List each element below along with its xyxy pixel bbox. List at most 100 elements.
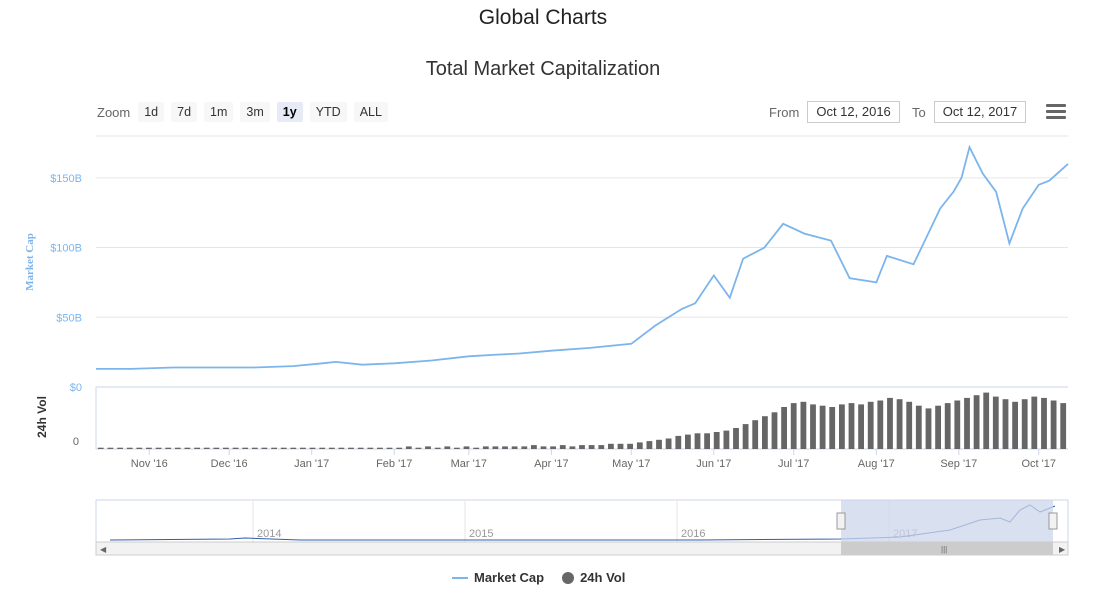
volume-bar bbox=[367, 447, 374, 449]
volume-bar bbox=[733, 428, 739, 449]
navigator-handle-right bbox=[1048, 512, 1058, 530]
volume-bar bbox=[559, 445, 566, 449]
volume-bar bbox=[540, 446, 547, 449]
volume-bar bbox=[338, 447, 345, 449]
volume-bar bbox=[569, 446, 576, 449]
volume-bar bbox=[454, 447, 460, 449]
scroll-right-icon: ▶ bbox=[1059, 545, 1066, 554]
volume-bar bbox=[819, 405, 826, 449]
volume-bar bbox=[184, 447, 191, 449]
volume-bar bbox=[194, 447, 200, 449]
volume-bar bbox=[309, 447, 316, 449]
x-tick-label: Feb '17 bbox=[376, 458, 412, 470]
x-tick-label: Dec '16 bbox=[211, 458, 248, 470]
scroll-left-icon: ◀ bbox=[100, 545, 107, 554]
volume-bar bbox=[579, 445, 585, 449]
volume-bar bbox=[723, 430, 730, 449]
volume-bar bbox=[887, 397, 893, 449]
zoom-button-7d[interactable]: 7d bbox=[171, 102, 198, 122]
volume-bar bbox=[319, 447, 326, 449]
volume-bar bbox=[463, 446, 470, 449]
volume-bar bbox=[521, 446, 528, 449]
volume-bar bbox=[906, 401, 913, 449]
x-tick-label: Jan '17 bbox=[294, 458, 329, 470]
x-axis-ticks: Nov '16 Dec '16 Jan '17 Feb '17 Mar '17 Apr '… bbox=[131, 449, 1056, 470]
volume-bar bbox=[251, 447, 258, 449]
volume-bar bbox=[165, 447, 172, 449]
volume-bar bbox=[877, 400, 884, 449]
volume-bar bbox=[396, 447, 403, 449]
volume-bar bbox=[665, 438, 672, 449]
navigator-year-label: 2016 bbox=[681, 528, 705, 540]
volume-bar bbox=[685, 434, 691, 449]
volume-bar bbox=[482, 446, 489, 449]
volume-bar bbox=[915, 405, 922, 449]
zoom-button-1m[interactable]: 1m bbox=[204, 102, 234, 122]
volume-bar bbox=[550, 446, 556, 449]
scrollbar-thumb bbox=[841, 542, 1053, 555]
x-tick-label: Apr '17 bbox=[534, 458, 569, 470]
volume-bar bbox=[242, 447, 249, 449]
volume-bar bbox=[502, 446, 508, 449]
volume-bar bbox=[261, 447, 268, 449]
navigator-handle-left bbox=[836, 512, 846, 530]
navigator[interactable]: 2014201520162017 ◀ ▶ ||| bbox=[95, 499, 1069, 556]
volume-bar bbox=[232, 447, 239, 449]
volume-bar bbox=[377, 447, 383, 449]
hamburger-menu-icon[interactable] bbox=[1046, 104, 1066, 120]
volume-bar bbox=[896, 399, 903, 449]
zoom-button-1d[interactable]: 1d bbox=[138, 102, 165, 122]
y-axis-title: Market Cap bbox=[24, 233, 36, 291]
volume-bar bbox=[434, 447, 441, 449]
market-cap-line bbox=[96, 144, 1069, 370]
volume-bar bbox=[271, 447, 277, 449]
volume-bar bbox=[636, 442, 643, 449]
volume-bar bbox=[97, 447, 104, 449]
volume-bar bbox=[675, 435, 682, 449]
volume-bar bbox=[223, 447, 229, 449]
y2-axis-title: 24h Vol bbox=[35, 396, 49, 438]
x-tick-label: Aug '17 bbox=[858, 458, 895, 470]
volume-bar bbox=[588, 445, 595, 449]
volume-bar bbox=[348, 447, 354, 449]
volume-bar bbox=[983, 392, 990, 449]
volume-bar bbox=[867, 401, 874, 449]
volume-bar bbox=[925, 408, 932, 449]
volume-bar bbox=[656, 439, 662, 449]
navigator-selection bbox=[841, 500, 1053, 542]
zoom-label: Zoom bbox=[97, 104, 131, 120]
volume-bar bbox=[935, 405, 941, 449]
volume-bar bbox=[473, 447, 480, 449]
to-date-input[interactable]: Oct 12, 2017 bbox=[933, 101, 1027, 123]
volume-bar bbox=[829, 407, 836, 449]
volume-bar bbox=[800, 401, 807, 449]
volume-bar bbox=[752, 420, 759, 449]
zoom-button-ytd[interactable]: YTD bbox=[309, 102, 347, 122]
volume-bar bbox=[781, 407, 787, 449]
volume-bar bbox=[280, 447, 287, 449]
zoom-button-1y[interactable]: 1y bbox=[276, 102, 303, 122]
legend-market-cap[interactable]: Market Cap bbox=[452, 570, 544, 585]
volume-bar bbox=[713, 432, 720, 449]
from-date-input[interactable]: Oct 12, 2016 bbox=[807, 101, 900, 123]
legend: Market Cap 24h Vol bbox=[452, 570, 643, 585]
volume-bar bbox=[155, 447, 162, 449]
volume-bar bbox=[627, 443, 633, 449]
volume-bar bbox=[810, 404, 816, 449]
volume-bar bbox=[107, 447, 114, 449]
volume-bar bbox=[511, 446, 518, 449]
volume-bar bbox=[136, 447, 143, 449]
zoom-button-3m[interactable]: 3m bbox=[240, 102, 270, 122]
volume-bar bbox=[1002, 399, 1009, 449]
x-tick-label: Sep '17 bbox=[940, 458, 977, 470]
market-cap-swatch bbox=[452, 576, 468, 579]
y-tick-label: $100B bbox=[50, 243, 82, 255]
volume-bar bbox=[858, 404, 864, 449]
zoom-bar: Zoom 1d 7d 1m 3m 1y YTD ALL bbox=[97, 101, 395, 123]
legend-volume[interactable]: 24h Vol bbox=[562, 570, 625, 585]
volume-bar bbox=[444, 446, 451, 449]
scrollbar-grip-icon: ||| bbox=[941, 545, 947, 554]
x-tick-label: Mar '17 bbox=[451, 458, 487, 470]
zoom-button-all[interactable]: ALL bbox=[353, 102, 388, 122]
